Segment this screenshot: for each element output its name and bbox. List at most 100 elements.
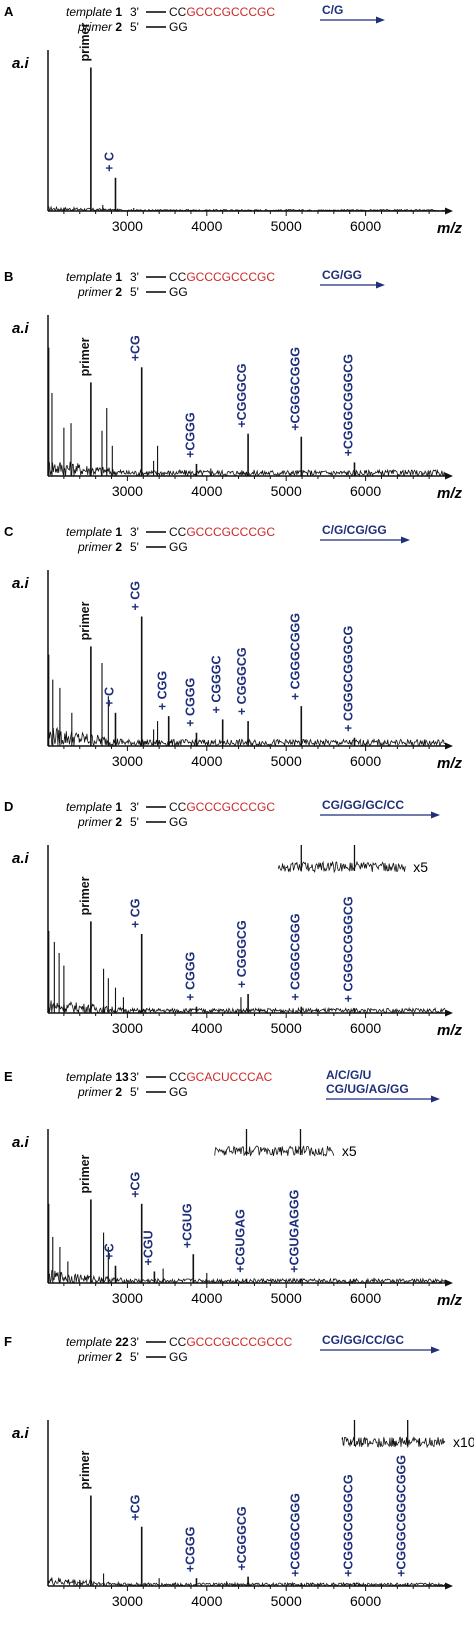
template-sequence: CCGCCCGCCCGCCC <box>169 1335 293 1349</box>
spectrum-baseline <box>47 460 446 478</box>
template-prefix: CC <box>169 525 187 539</box>
primer-sequence: GG <box>169 1085 188 1099</box>
primer-word: primer <box>77 540 113 554</box>
peak-label: + CGGGCG <box>235 920 249 988</box>
template-number: 1 <box>115 270 122 284</box>
template-label: template 13 <box>66 1070 129 1084</box>
primer-sequence: GG <box>169 815 188 829</box>
template-variable-seq: GCCCGCCCGC <box>186 5 275 19</box>
x-tick-label: 6000 <box>350 218 381 234</box>
template-variable-seq: GCCCGCCCGC <box>186 525 275 539</box>
primer-label: primer 2 <box>77 1085 122 1099</box>
template-word: template <box>66 1070 112 1084</box>
x-tick-label: 4000 <box>191 218 222 234</box>
strand-5prime: 5' <box>130 1350 139 1364</box>
x-tick-label: 3000 <box>112 1593 143 1609</box>
primer-peak-label: primer <box>78 876 92 915</box>
x-axis-label: m/z <box>437 485 463 502</box>
x-axis-label: m/z <box>437 1292 463 1309</box>
x-tick-label: 5000 <box>271 1020 302 1036</box>
template-word: template <box>66 800 112 814</box>
x-tick-label: 3000 <box>112 753 143 769</box>
peak-label: +CGGGCGGG <box>288 1493 302 1577</box>
y-axis-label: a.i <box>12 1425 30 1442</box>
template-word: template <box>66 5 112 19</box>
arrow-head <box>376 281 385 289</box>
inset-trace <box>341 1436 446 1449</box>
x-axis-arrow <box>445 1582 453 1590</box>
strand-3prime: 3' <box>130 800 139 814</box>
peak-label: + CGGGCG <box>235 647 249 715</box>
nucleotide-arrow-label: C/G <box>322 3 343 17</box>
y-axis-label: a.i <box>12 1134 30 1151</box>
template-variable-seq: GCACUCCCAC <box>186 1070 272 1084</box>
x-axis-arrow <box>445 1279 453 1287</box>
peak-label: + CGGG <box>183 678 197 727</box>
nucleotide-arrow-label: CG/GG/CC/GC <box>322 1333 404 1347</box>
x-axis-arrow <box>445 1009 453 1017</box>
template-number: 13 <box>115 1070 129 1084</box>
x-tick-label: 6000 <box>350 483 381 499</box>
x-tick-label: 4000 <box>191 753 222 769</box>
y-axis-label: a.i <box>12 850 30 867</box>
x-axis-arrow <box>445 207 453 215</box>
spectrum-baseline <box>47 726 446 748</box>
peak-label: + C <box>102 687 116 707</box>
x-axis-label: m/z <box>437 1022 463 1039</box>
template-prefix: CC <box>169 1335 187 1349</box>
peak-label: +CGGGCGGGCG <box>341 354 355 456</box>
peak-label: + CGG <box>156 671 170 710</box>
template-prefix: CC <box>169 270 187 284</box>
nucleotide-arrow-label: CG/UG/AG/GG <box>326 1082 409 1096</box>
primer-sequence: GG <box>169 540 188 554</box>
primer-label: primer 2 <box>77 285 122 299</box>
arrow-head <box>431 1346 440 1354</box>
peak-label: +CGGGCG <box>235 1506 249 1570</box>
primer-number: 2 <box>115 285 122 299</box>
magnification-label: x5 <box>413 859 428 875</box>
peak-label: + CGGGC <box>210 655 224 713</box>
arrow-head <box>376 16 385 24</box>
inset-trace <box>214 1145 335 1157</box>
primer-number: 2 <box>115 20 122 34</box>
primer-number: 2 <box>115 1085 122 1099</box>
x-tick-label: 4000 <box>191 1020 222 1036</box>
primer-label: primer 2 <box>77 20 122 34</box>
x-tick-label: 3000 <box>112 1290 143 1306</box>
peak-label: +CGGGCGGGCG <box>341 1474 355 1576</box>
peak-label: +C <box>102 1243 116 1259</box>
peak-label: + CGGGCGGGCG <box>341 896 355 1002</box>
primer-word: primer <box>77 20 113 34</box>
panel-letter: F <box>4 1334 12 1349</box>
strand-3prime: 3' <box>130 270 139 284</box>
strand-3prime: 3' <box>130 5 139 19</box>
template-sequence: CCGCCCGCCCGC <box>169 270 275 284</box>
x-axis-label: m/z <box>437 755 463 772</box>
peak-label: +CG <box>129 1172 143 1198</box>
primer-word: primer <box>77 815 113 829</box>
template-variable-seq: GCCCGCCCGC <box>186 270 275 284</box>
template-label: template 1 <box>66 800 122 814</box>
peak-label: + CGGGCGGG <box>288 914 302 1001</box>
primer-word: primer <box>77 1085 113 1099</box>
arrow-head <box>401 536 410 544</box>
template-number: 1 <box>115 525 122 539</box>
peak-label: + CG <box>129 898 143 928</box>
spectrum-baseline <box>47 1577 446 1588</box>
x-tick-label: 4000 <box>191 483 222 499</box>
x-tick-label: 4000 <box>191 1593 222 1609</box>
peak-label: +CGGG <box>183 1527 197 1573</box>
peak-label: +CGGG <box>183 412 197 458</box>
template-variable-seq: GCCCGCCCGCCC <box>186 1335 292 1349</box>
template-number: 1 <box>115 800 122 814</box>
nucleotide-arrow-label: CG/GG/GC/CC <box>322 798 404 812</box>
x-axis-label: m/z <box>437 220 463 237</box>
panel-letter: A <box>4 4 14 19</box>
primer-word: primer <box>77 285 113 299</box>
peak-label: + CG <box>129 581 143 611</box>
template-number: 1 <box>115 5 122 19</box>
